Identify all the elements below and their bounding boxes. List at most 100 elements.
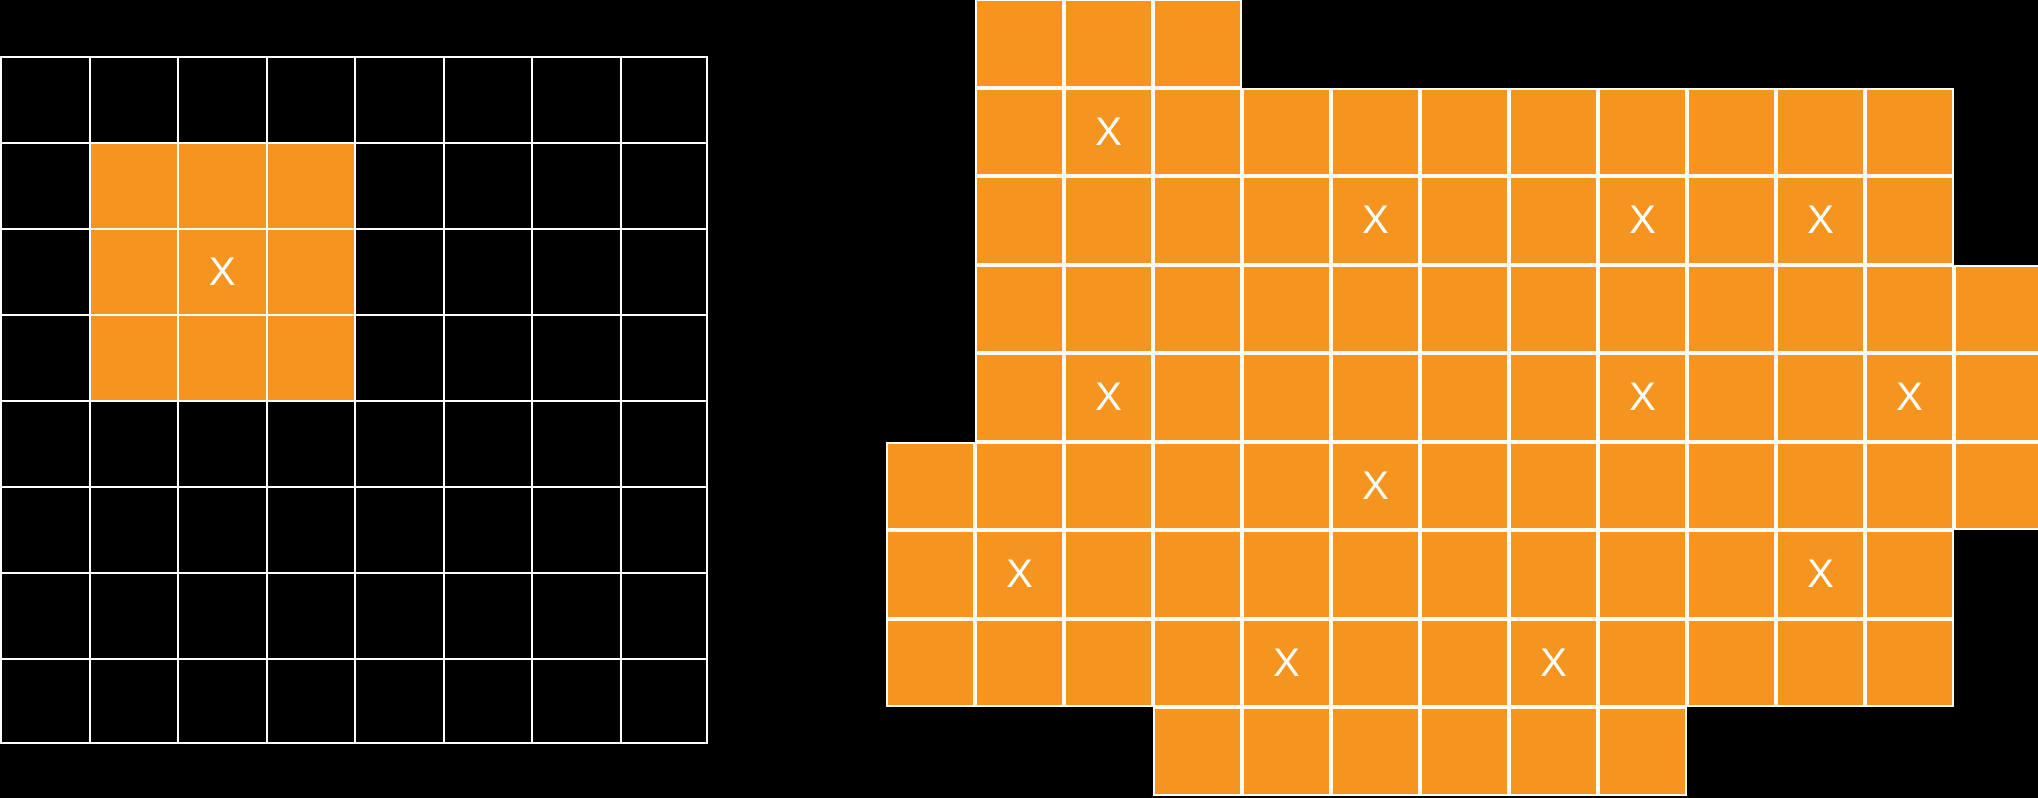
grid-cell-empty[interactable] xyxy=(975,707,1064,796)
grid-cell-highlighted[interactable] xyxy=(1331,353,1420,442)
grid-cell-highlighted[interactable] xyxy=(1776,264,1865,353)
grid-cell-highlighted[interactable] xyxy=(1331,264,1420,353)
grid-cell-highlighted[interactable] xyxy=(1687,530,1776,619)
grid-cell-empty[interactable] xyxy=(88,56,177,142)
grid-cell-marker[interactable]: X xyxy=(1776,176,1865,265)
grid-cell-empty[interactable] xyxy=(0,56,89,142)
grid-cell-empty[interactable] xyxy=(619,400,708,486)
grid-cell-empty[interactable] xyxy=(0,228,89,314)
grid-cell-highlighted[interactable] xyxy=(1242,87,1331,176)
grid-cell-highlighted[interactable] xyxy=(1064,264,1153,353)
grid-cell-highlighted[interactable] xyxy=(1153,0,1242,88)
grid-cell-empty[interactable] xyxy=(265,658,354,744)
grid-cell-marker[interactable]: X xyxy=(1509,618,1598,707)
grid-cell-highlighted[interactable] xyxy=(1064,0,1153,88)
grid-cell-empty[interactable] xyxy=(1954,707,2038,796)
grid-cell-marker[interactable]: X xyxy=(1598,353,1687,442)
grid-cell-empty[interactable] xyxy=(1687,0,1776,88)
grid-cell-highlighted[interactable] xyxy=(1153,87,1242,176)
grid-cell-highlighted[interactable] xyxy=(1598,87,1687,176)
grid-cell-empty[interactable] xyxy=(0,314,89,400)
grid-cell-highlighted[interactable] xyxy=(1064,441,1153,530)
grid-cell-highlighted[interactable] xyxy=(1509,441,1598,530)
grid-cell-highlighted[interactable] xyxy=(1509,87,1598,176)
grid-cell-highlighted[interactable] xyxy=(1954,353,2038,442)
grid-cell-highlighted[interactable] xyxy=(975,264,1064,353)
grid-cell-highlighted[interactable] xyxy=(1954,441,2038,530)
grid-cell-empty[interactable] xyxy=(886,87,975,176)
grid-cell-highlighted[interactable] xyxy=(1064,618,1153,707)
grid-cell-highlighted[interactable] xyxy=(1420,707,1509,796)
grid-cell-highlighted[interactable] xyxy=(975,441,1064,530)
grid-cell-highlighted[interactable] xyxy=(1331,87,1420,176)
grid-cell-highlighted[interactable] xyxy=(1598,618,1687,707)
grid-cell-empty[interactable] xyxy=(531,314,620,400)
grid-cell-empty[interactable] xyxy=(0,400,89,486)
grid-cell-highlighted[interactable] xyxy=(1687,441,1776,530)
grid-cell-empty[interactable] xyxy=(1509,0,1598,88)
grid-cell-empty[interactable] xyxy=(442,486,531,572)
grid-cell-marker[interactable]: X xyxy=(1242,618,1331,707)
grid-cell-empty[interactable] xyxy=(442,228,531,314)
grid-cell-empty[interactable] xyxy=(1064,707,1153,796)
grid-cell-empty[interactable] xyxy=(265,572,354,658)
grid-cell-empty[interactable] xyxy=(1954,87,2038,176)
grid-cell-highlighted[interactable] xyxy=(177,314,266,400)
grid-cell-highlighted[interactable] xyxy=(1865,87,1954,176)
grid-cell-empty[interactable] xyxy=(442,314,531,400)
grid-cell-highlighted[interactable] xyxy=(1242,264,1331,353)
grid-cell-empty[interactable] xyxy=(354,142,443,228)
grid-cell-marker[interactable]: X xyxy=(1776,530,1865,619)
grid-cell-empty[interactable] xyxy=(886,264,975,353)
grid-cell-marker[interactable]: X xyxy=(1064,87,1153,176)
grid-cell-empty[interactable] xyxy=(354,486,443,572)
grid-cell-empty[interactable] xyxy=(1954,618,2038,707)
grid-cell-highlighted[interactable] xyxy=(265,228,354,314)
grid-cell-highlighted[interactable] xyxy=(1153,264,1242,353)
grid-cell-empty[interactable] xyxy=(619,314,708,400)
grid-cell-empty[interactable] xyxy=(531,400,620,486)
grid-cell-empty[interactable] xyxy=(531,56,620,142)
grid-cell-empty[interactable] xyxy=(0,572,89,658)
grid-cell-highlighted[interactable] xyxy=(265,142,354,228)
grid-cell-empty[interactable] xyxy=(177,400,266,486)
grid-cell-empty[interactable] xyxy=(442,400,531,486)
grid-cell-empty[interactable] xyxy=(1954,530,2038,619)
grid-cell-highlighted[interactable] xyxy=(1598,441,1687,530)
grid-cell-empty[interactable] xyxy=(88,658,177,744)
grid-cell-highlighted[interactable] xyxy=(1598,530,1687,619)
grid-cell-empty[interactable] xyxy=(1420,0,1509,88)
grid-cell-highlighted[interactable] xyxy=(1865,264,1954,353)
grid-cell-empty[interactable] xyxy=(177,486,266,572)
grid-cell-empty[interactable] xyxy=(619,658,708,744)
grid-cell-marker[interactable]: X xyxy=(177,228,266,314)
grid-cell-highlighted[interactable] xyxy=(1509,176,1598,265)
grid-cell-highlighted[interactable] xyxy=(975,87,1064,176)
grid-cell-empty[interactable] xyxy=(265,56,354,142)
grid-cell-empty[interactable] xyxy=(1865,707,1954,796)
grid-cell-empty[interactable] xyxy=(1331,0,1420,88)
grid-cell-empty[interactable] xyxy=(354,314,443,400)
grid-cell-highlighted[interactable] xyxy=(1509,707,1598,796)
grid-cell-highlighted[interactable] xyxy=(1153,441,1242,530)
grid-cell-highlighted[interactable] xyxy=(1776,441,1865,530)
grid-cell-highlighted[interactable] xyxy=(1153,707,1242,796)
grid-cell-empty[interactable] xyxy=(1954,0,2038,88)
grid-cell-highlighted[interactable] xyxy=(1687,618,1776,707)
grid-cell-empty[interactable] xyxy=(354,56,443,142)
grid-cell-highlighted[interactable] xyxy=(1064,530,1153,619)
grid-cell-highlighted[interactable] xyxy=(1420,353,1509,442)
grid-cell-highlighted[interactable] xyxy=(1242,530,1331,619)
grid-cell-highlighted[interactable] xyxy=(1776,87,1865,176)
grid-cell-highlighted[interactable] xyxy=(886,530,975,619)
grid-cell-empty[interactable] xyxy=(619,486,708,572)
grid-cell-empty[interactable] xyxy=(442,56,531,142)
grid-cell-empty[interactable] xyxy=(1598,0,1687,88)
grid-cell-empty[interactable] xyxy=(354,400,443,486)
grid-cell-highlighted[interactable] xyxy=(1242,353,1331,442)
grid-cell-empty[interactable] xyxy=(531,228,620,314)
grid-cell-empty[interactable] xyxy=(177,572,266,658)
grid-cell-highlighted[interactable] xyxy=(975,176,1064,265)
grid-cell-empty[interactable] xyxy=(886,0,975,88)
grid-cell-highlighted[interactable] xyxy=(1420,618,1509,707)
